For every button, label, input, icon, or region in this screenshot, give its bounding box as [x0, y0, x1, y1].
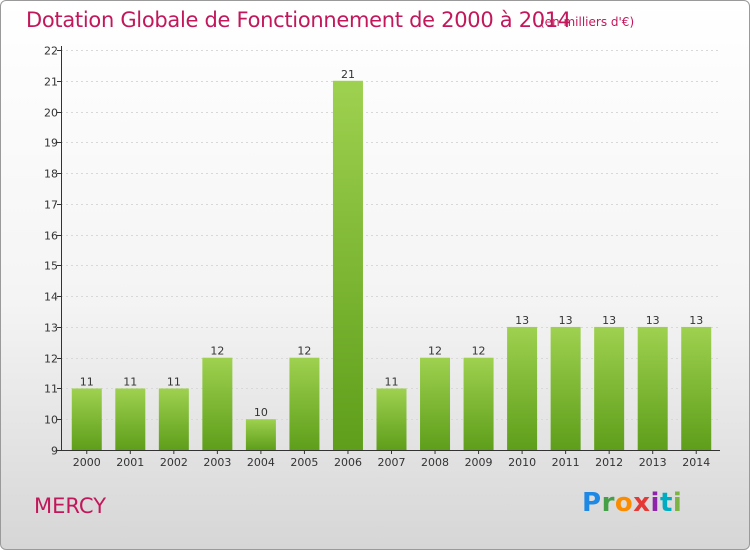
- value-label: 11: [80, 375, 94, 388]
- bar: [594, 326, 625, 450]
- y-tick-label: 21: [44, 76, 58, 89]
- bar: [289, 357, 320, 450]
- bar: [681, 326, 712, 450]
- x-axis-ticks: 2000 2001 2002 2003 2004 2005 2006 2007 2008 2009…: [73, 450, 710, 469]
- value-label: 12: [428, 345, 442, 358]
- y-tick-label: 20: [44, 107, 58, 120]
- proxiti-logo[interactable]: Proxiti: [582, 488, 683, 518]
- y-tick-label: 11: [44, 383, 58, 396]
- x-tick-label: 2001: [116, 456, 144, 469]
- value-label: 13: [602, 314, 616, 327]
- chart-title: Dotation Globale de Fonctionnement de 20…: [26, 8, 571, 32]
- x-tick-label: 2011: [552, 456, 580, 469]
- y-tick-label: 16: [44, 230, 58, 243]
- value-label: 11: [385, 375, 399, 388]
- x-tick-label: 2006: [334, 456, 362, 469]
- value-label: 12: [297, 345, 311, 358]
- bar: [550, 326, 581, 450]
- bars: [71, 80, 712, 451]
- y-tick-label: 9: [51, 445, 58, 458]
- bar: [420, 357, 451, 450]
- value-labels: 11 11 11 12 10 12 21 11 12 12 13 13 13 13 13: [80, 68, 703, 419]
- x-tick-label: 2012: [595, 456, 623, 469]
- value-label: 11: [167, 375, 181, 388]
- y-tick-label: 10: [44, 414, 58, 427]
- y-tick-label: 12: [44, 353, 58, 366]
- bar: [376, 388, 407, 450]
- x-tick-label: 2002: [160, 456, 188, 469]
- y-tick-label: 15: [44, 260, 58, 273]
- value-label: 13: [515, 314, 529, 327]
- x-tick-label: 2004: [247, 456, 275, 469]
- y-axis-ticks: 9 10 11 12 13 14 15 16 17 18 19 20 21 22: [44, 45, 61, 458]
- value-label: 13: [689, 314, 703, 327]
- x-tick-label: 2008: [421, 456, 449, 469]
- y-tick-label: 13: [44, 322, 58, 335]
- bar: [507, 326, 538, 450]
- x-tick-label: 2014: [682, 456, 710, 469]
- y-tick-label: 17: [44, 199, 58, 212]
- x-tick-label: 2013: [639, 456, 667, 469]
- chart-subtitle: (en milliers d'€): [540, 15, 635, 29]
- value-label: 12: [210, 345, 224, 358]
- x-tick-label: 2003: [203, 456, 231, 469]
- y-tick-label: 19: [44, 137, 58, 150]
- bar: [245, 419, 276, 450]
- bar: [463, 357, 494, 450]
- bar: [71, 388, 102, 450]
- x-tick-label: 2000: [73, 456, 101, 469]
- commune-name: MERCY: [34, 494, 107, 518]
- y-tick-label: 18: [44, 168, 58, 181]
- x-tick-label: 2009: [465, 456, 493, 469]
- value-label: 11: [123, 375, 137, 388]
- x-tick-label: 2007: [378, 456, 406, 469]
- bar: [637, 326, 668, 450]
- x-tick-label: 2005: [290, 456, 318, 469]
- value-label: 13: [646, 314, 660, 327]
- y-tick-label: 14: [44, 291, 58, 304]
- bar: [158, 388, 189, 450]
- value-label: 12: [472, 345, 486, 358]
- y-tick-label: 22: [44, 45, 58, 58]
- value-label: 13: [559, 314, 573, 327]
- x-tick-label: 2010: [508, 456, 536, 469]
- bar: [115, 388, 146, 450]
- axes: [61, 46, 720, 451]
- value-label: 10: [254, 406, 268, 419]
- value-label: 21: [341, 68, 355, 81]
- bar: [202, 357, 233, 450]
- bar: [332, 80, 363, 451]
